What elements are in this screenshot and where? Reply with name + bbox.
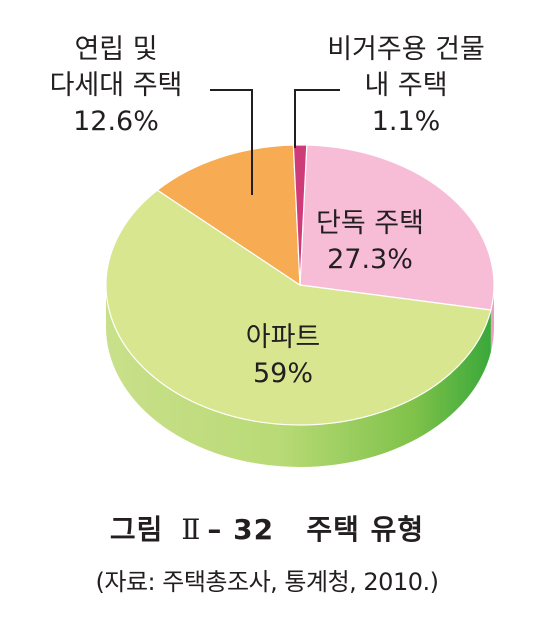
- pie-slice-0: [299, 144, 495, 311]
- leader-line-2: [210, 89, 253, 195]
- slice-labels: 단독 주택 27.3% 아파트 59% 연립 및 다세대 주택 12.6% 비거주용 건물 내 …: [50, 34, 485, 389]
- pie-slice-1: [105, 189, 492, 426]
- slice-side-1: [106, 285, 491, 467]
- slice-label-1: 아파트 59%: [246, 322, 321, 389]
- caption-prefix: 그림: [109, 513, 164, 546]
- slice-label-3: 비거주용 건물 내 주택 1.1%: [327, 34, 485, 137]
- slice-label-0: 단독 주택 27.3%: [316, 208, 424, 275]
- pie-top: [105, 144, 495, 426]
- pie-chart: 단독 주택 27.3% 아파트 59% 연립 및 다세대 주택 12.6% 비거주용 건물 내 …: [50, 34, 495, 467]
- caption-title-text: 주택 유형: [306, 513, 425, 546]
- caption-source: (자료: 주택총조사, 통계청, 2010.): [95, 568, 439, 596]
- leader-line-3: [294, 89, 340, 148]
- leader-lines: [210, 89, 340, 195]
- pie-slice-3: [292, 144, 308, 286]
- slice-label-2: 연립 및 다세대 주택 12.6%: [50, 34, 183, 137]
- caption-number: – 32: [207, 513, 275, 546]
- figure-caption: 그림 Ⅱ – 32 주택 유형: [0, 508, 534, 548]
- pie-slice-2: [156, 144, 301, 287]
- caption-roman-numeral: Ⅱ: [181, 513, 202, 546]
